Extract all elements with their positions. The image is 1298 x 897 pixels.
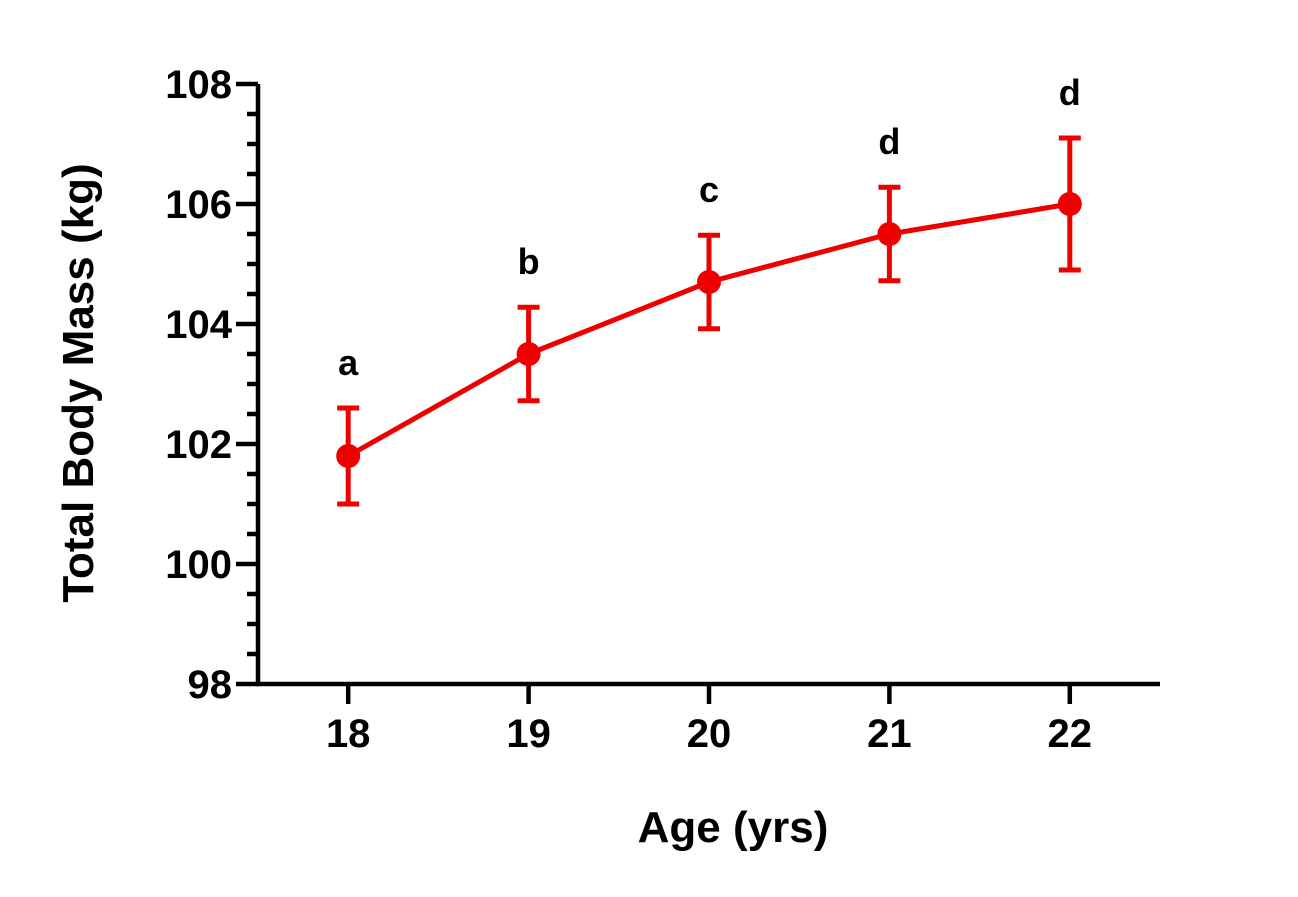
significance-label: a — [338, 342, 359, 383]
significance-label: b — [518, 241, 540, 282]
data-point — [336, 444, 361, 468]
y-tick-label: 108 — [165, 63, 232, 107]
data-point — [697, 270, 721, 294]
x-axis-ticks: 18 19 20 21 22 — [326, 684, 1092, 756]
x-tick-label: 22 — [1048, 712, 1093, 756]
y-tick-label: 102 — [165, 423, 232, 467]
data-point — [1057, 192, 1082, 216]
significance-label: d — [1059, 72, 1081, 113]
y-axis-ticks: 98 100 102 104 106 108 — [165, 63, 258, 707]
data-point — [516, 342, 541, 366]
plot-area: a b c d d — [336, 72, 1082, 507]
y-tick-label: 106 — [165, 183, 232, 227]
x-tick-label: 20 — [687, 712, 732, 756]
x-tick-label: 18 — [326, 712, 371, 756]
data-point — [877, 222, 902, 246]
x-tick-label: 19 — [506, 712, 551, 756]
y-tick-label: 100 — [165, 543, 232, 587]
y-tick-label: 104 — [165, 303, 232, 347]
y-axis-title: Total Body Mass (kg) — [54, 163, 103, 602]
significance-label: d — [878, 121, 900, 162]
y-tick-label: 98 — [188, 663, 233, 707]
significance-label: c — [699, 169, 719, 210]
x-axis-title: Age (yrs) — [638, 803, 829, 852]
x-tick-label: 21 — [867, 712, 912, 756]
